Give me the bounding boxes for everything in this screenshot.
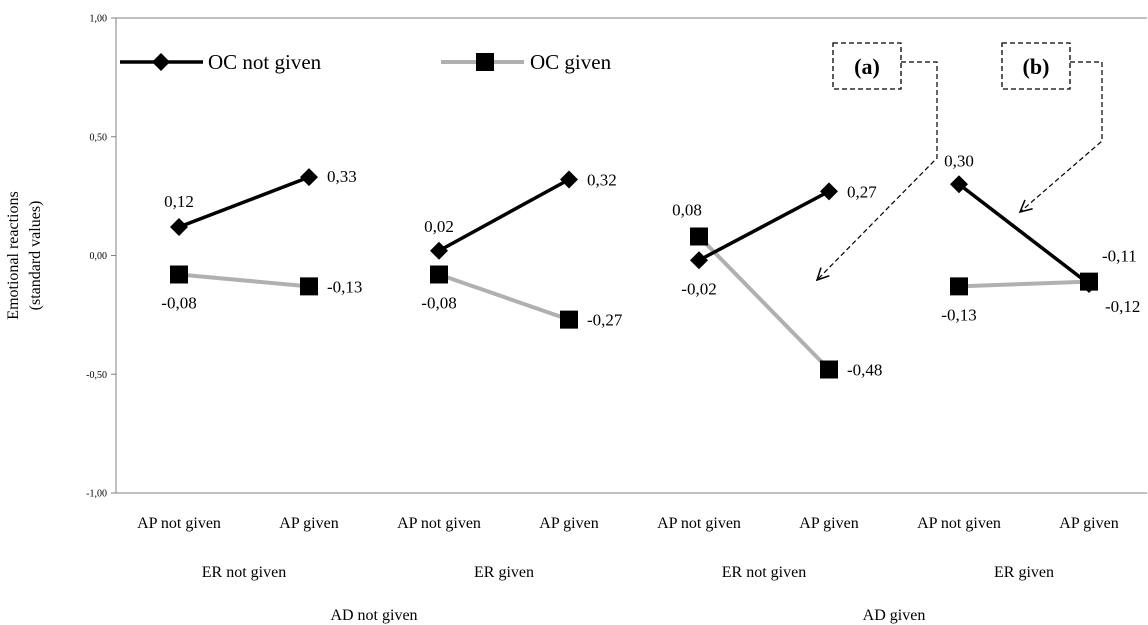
oc-not-given-point — [820, 182, 838, 201]
data-label: 0,32 — [587, 171, 617, 190]
series-line — [178, 175, 310, 229]
data-label: 0,08 — [672, 201, 702, 220]
x-supergroup-label: AD given — [863, 607, 926, 624]
data-label: -0,08 — [421, 294, 456, 313]
oc-given-point — [690, 227, 708, 246]
x-group-label: ER given — [474, 564, 534, 581]
annotations: (a) (b) — [817, 42, 1103, 280]
y-tick-label: -1,00 — [86, 489, 107, 500]
x-category-label: AP given — [279, 515, 338, 532]
y-tick-label: -0,50 — [86, 370, 107, 381]
x-category-label: AP not given — [137, 515, 221, 532]
oc-not-given-point — [560, 170, 578, 189]
series-line — [958, 279, 1090, 289]
oc-not-given-point — [300, 168, 318, 187]
x-category-label: AP given — [799, 515, 858, 532]
x-category-label: AP not given — [657, 515, 741, 532]
data-label: -0,02 — [681, 279, 716, 298]
x-category-label: AP not given — [397, 515, 481, 532]
oc-not-given-point — [950, 175, 968, 194]
annotation-label: (a) — [854, 54, 880, 79]
series-line — [178, 272, 310, 289]
oc-given-point — [170, 265, 188, 284]
oc-given-point — [950, 277, 968, 296]
y-tick-label: 0,50 — [90, 132, 108, 143]
x-category-label: AP given — [1059, 515, 1118, 532]
data-label: -0,12 — [1105, 297, 1140, 316]
series-line — [698, 189, 830, 262]
y-axis-label: Emotional reactions (standard values) — [5, 191, 44, 319]
oc-given-point — [820, 360, 838, 379]
x-supergroup-label: AD not given — [330, 607, 417, 624]
data-label: 0,02 — [424, 217, 454, 236]
series-line — [438, 272, 570, 322]
series-line — [957, 182, 1091, 286]
legend-marker-square — [476, 53, 494, 71]
y-axis-label-line: Emotional reactions — [5, 191, 22, 319]
annotation-box — [832, 42, 902, 90]
oc-given-point — [300, 277, 318, 296]
annotation-arrow — [1020, 61, 1103, 212]
annotation-arrow — [817, 61, 938, 280]
data-label: -0,27 — [587, 311, 623, 330]
x-group-label: ER not given — [722, 564, 806, 581]
data-label: -0,48 — [847, 361, 882, 380]
oc-given-point — [430, 265, 448, 284]
y-tick-label: 0,00 — [90, 251, 108, 262]
data-label: 0,33 — [327, 167, 357, 186]
oc-not-given-point — [690, 251, 708, 270]
data-label: 0,30 — [944, 151, 974, 170]
data-labels: 0,12 0,33 0,02 0,32 -0,02 0,27 0,30 -0,12 -0,08 -… — [161, 151, 1140, 379]
data-label: -0,11 — [1102, 247, 1137, 266]
data-label: -0,13 — [327, 277, 362, 296]
annotation-label: (b) — [1023, 54, 1050, 79]
annotation-box — [1001, 42, 1071, 90]
data-label: 0,12 — [164, 192, 194, 211]
y-tick-label: 1,00 — [90, 14, 108, 25]
legend-label-oc-given: OC given — [530, 50, 612, 74]
y-ticks: 1,00 0,50 0,00 -0,50 -1,00 — [86, 14, 116, 500]
x-group-label: ER given — [994, 564, 1054, 581]
axes — [115, 17, 1147, 494]
x-category-label: AP not given — [917, 515, 1001, 532]
data-label: -0,08 — [161, 294, 196, 313]
data-label: -0,13 — [941, 305, 976, 324]
legend: OC not given OC given — [120, 50, 612, 74]
series — [170, 168, 1098, 379]
legend-marker-diamond — [152, 53, 170, 71]
series-line — [697, 235, 831, 371]
oc-not-given-point — [1080, 275, 1098, 293]
x-category-label: AP given — [539, 515, 598, 532]
x-categories: AP not given AP given AP not given AP given… — [137, 515, 1119, 624]
oc-given-point — [560, 310, 578, 329]
oc-not-given-point — [430, 241, 448, 260]
oc-not-given-point — [170, 218, 188, 236]
data-label: 0,27 — [847, 182, 877, 201]
x-group-label: ER not given — [202, 564, 286, 581]
series-line — [438, 177, 570, 253]
y-axis-label-line: (standard values) — [27, 201, 44, 311]
legend-label-oc-not-given: OC not given — [208, 50, 322, 74]
